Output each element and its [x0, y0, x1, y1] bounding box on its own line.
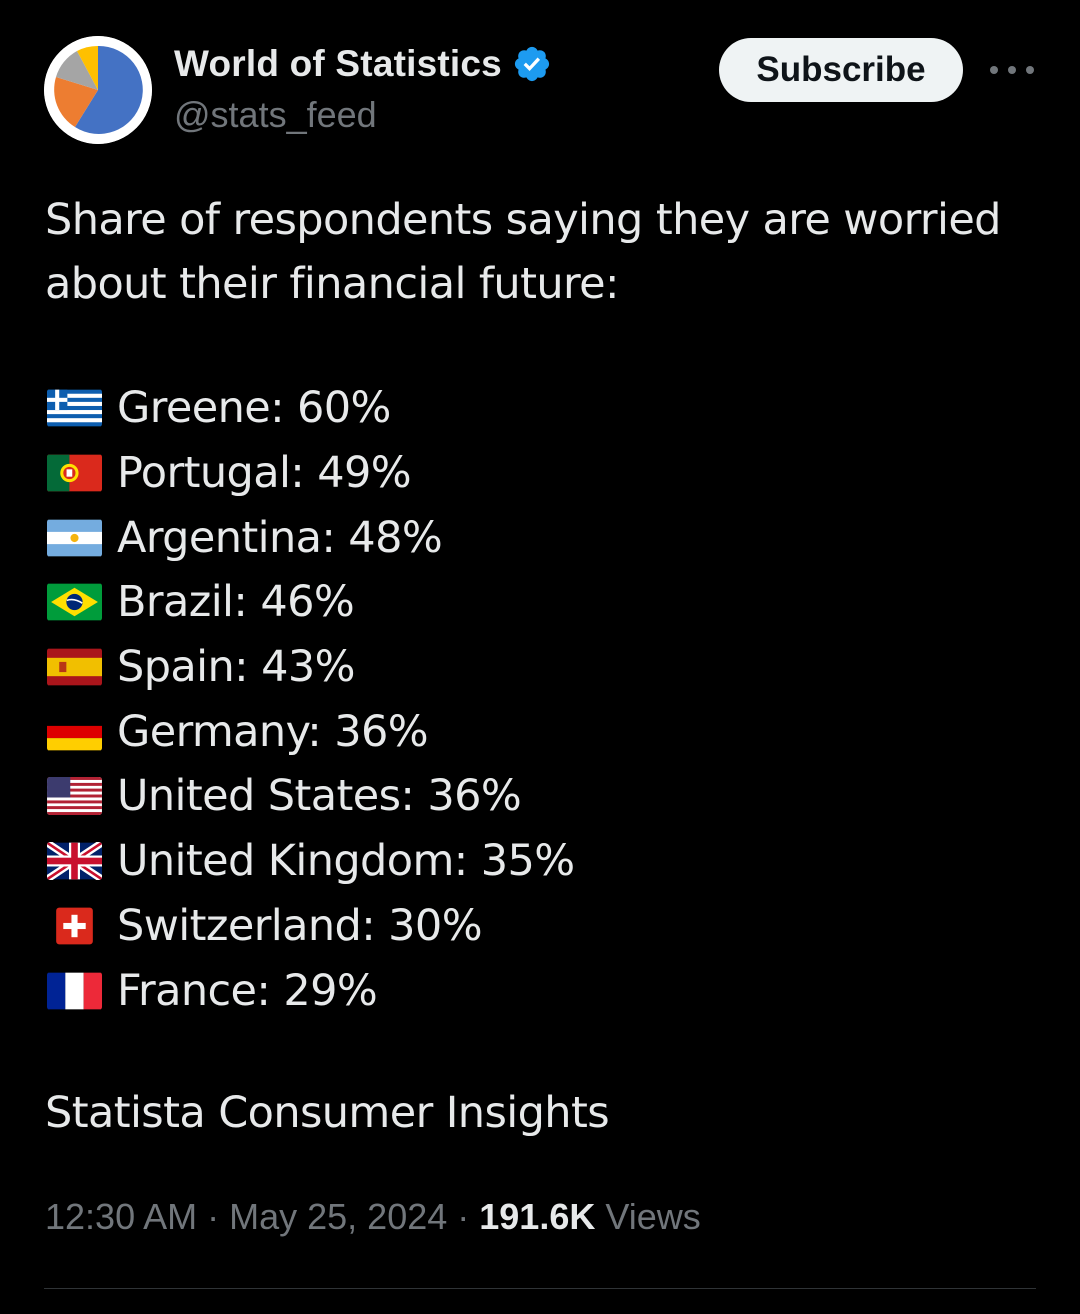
post-meta: 12:30 AM · May 25, 2024 · 191.6K Views [45, 1196, 701, 1238]
list-item: Brazil: 46% [47, 570, 574, 635]
stat-text: Greene: 60% [117, 383, 391, 434]
views-label: Views [605, 1196, 701, 1237]
verified-badge-icon[interactable] [512, 44, 552, 84]
list-item: Spain: 43% [47, 635, 574, 700]
stat-text: Portugal: 49% [117, 448, 412, 499]
post-source: Statista Consumer Insights [45, 1088, 610, 1138]
list-item: Greene: 60% [47, 376, 574, 441]
more-dot [1008, 66, 1016, 74]
more-dot [990, 66, 998, 74]
stat-text: United Kingdom: 35% [117, 836, 575, 887]
france-flag-icon [47, 972, 102, 1009]
greece-flag-icon [47, 390, 102, 427]
post-time[interactable]: 12:30 AM [45, 1196, 198, 1237]
stat-text: France: 29% [117, 965, 378, 1016]
stat-text: Switzerland: 30% [117, 900, 483, 951]
list-item: Switzerland: 30% [47, 894, 574, 959]
list-item: Portugal: 49% [47, 441, 574, 506]
list-item: United States: 36% [47, 764, 574, 829]
list-item: Argentina: 48% [47, 505, 574, 570]
stat-text: Spain: 43% [117, 642, 355, 693]
subscribe-button[interactable]: Subscribe [719, 38, 963, 102]
stat-text: Brazil: 46% [117, 577, 355, 628]
meta-separator: · [457, 1196, 470, 1237]
meta-separator: · [207, 1196, 220, 1237]
avatar[interactable] [44, 36, 152, 144]
post-intro: Share of respondents saying they are wor… [45, 195, 1001, 309]
switzerland-flag-icon [56, 907, 93, 945]
germany-flag-icon [47, 713, 102, 751]
author-names: World of Statistics @stats_feed [174, 40, 552, 136]
views-count: 191.6K [479, 1196, 596, 1237]
portugal-flag-icon [47, 454, 102, 492]
post-header: World of Statistics @stats_feed Subscrib… [44, 36, 1036, 146]
stat-list: Greene: 60% Portugal: 49% Argentina: 48%… [47, 376, 575, 1023]
post-date[interactable]: May 25, 2024 [229, 1196, 448, 1237]
brazil-flag-icon [47, 584, 102, 621]
post-text: Share of respondents saying they are wor… [45, 188, 1035, 316]
display-name[interactable]: World of Statistics [174, 43, 502, 84]
list-item: Germany: 36% [47, 699, 574, 764]
more-horizontal-icon[interactable] [990, 60, 1034, 80]
stat-text: United States: 36% [117, 771, 522, 822]
list-item: United Kingdom: 35% [47, 829, 575, 894]
stat-text: Argentina: 48% [117, 512, 443, 563]
spain-flag-icon [47, 648, 102, 686]
author-handle[interactable]: @stats_feed [174, 94, 377, 135]
usa-flag-icon [47, 777, 102, 816]
argentina-flag-icon [47, 519, 102, 557]
stat-text: Germany: 36% [117, 706, 429, 757]
divider [44, 1288, 1036, 1289]
more-dot [1026, 66, 1034, 74]
list-item: France: 29% [47, 958, 574, 1023]
uk-flag-icon [47, 842, 102, 881]
display-name-row: World of Statistics [174, 40, 552, 88]
